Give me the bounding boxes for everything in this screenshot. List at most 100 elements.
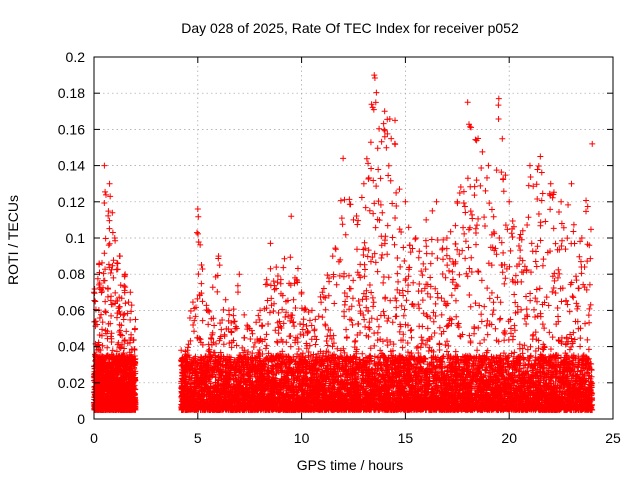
data-point [322, 321, 329, 328]
data-point [241, 334, 248, 341]
data-point [109, 262, 116, 269]
data-point [230, 312, 237, 319]
data-point [318, 299, 325, 306]
data-point [267, 282, 274, 289]
data-point [190, 321, 197, 328]
data-point [290, 296, 297, 303]
data-point [96, 315, 103, 322]
data-point [191, 317, 198, 324]
data-point [99, 319, 106, 326]
data-point [120, 316, 127, 323]
data-point [106, 240, 113, 247]
data-point [274, 339, 281, 346]
data-point [287, 333, 294, 340]
data-point [263, 331, 270, 338]
data-point [195, 213, 202, 220]
data-point [247, 335, 254, 342]
data-point [306, 317, 313, 324]
data-point [92, 323, 99, 330]
data-point [303, 322, 310, 329]
data-point [95, 339, 102, 346]
data-point [300, 316, 307, 323]
data-point [234, 282, 241, 289]
data-point [108, 312, 115, 319]
data-point [102, 298, 109, 305]
data-point [205, 321, 212, 328]
data-point [91, 290, 98, 297]
data-point [92, 353, 99, 360]
data-point [311, 333, 318, 340]
data-point [122, 300, 129, 307]
data-point [291, 323, 298, 330]
data-point [102, 188, 109, 195]
data-point [256, 346, 263, 353]
data-point [114, 259, 121, 266]
data-point [92, 298, 99, 305]
data-point [322, 306, 329, 313]
data-point [132, 325, 139, 332]
data-point [315, 313, 322, 320]
data-point [107, 193, 114, 200]
data-point [222, 296, 229, 303]
data-point [99, 326, 106, 333]
data-point [191, 328, 198, 335]
data-point [102, 235, 109, 242]
data-point [110, 257, 117, 264]
data-point [195, 239, 202, 246]
data-point [103, 191, 110, 198]
data-point [108, 338, 115, 345]
data-point [280, 264, 287, 271]
data-point [197, 336, 204, 343]
data-point [230, 306, 237, 313]
data-point [282, 313, 289, 320]
data-point [125, 299, 132, 306]
data-point [104, 285, 111, 292]
data-point [195, 230, 202, 237]
data-point [101, 250, 108, 257]
data-point [220, 306, 227, 313]
data-point [263, 342, 270, 349]
data-point [117, 345, 124, 352]
data-point [195, 271, 202, 278]
data-point [214, 288, 221, 295]
data-point [199, 317, 206, 324]
data-point [128, 331, 135, 338]
data-point [209, 284, 216, 291]
data-point [109, 229, 116, 236]
data-point [187, 308, 194, 315]
data-point [255, 312, 262, 319]
data-points [91, 72, 596, 413]
data-point [289, 312, 296, 319]
data-point [274, 279, 281, 286]
data-point [305, 329, 312, 336]
data-point [263, 276, 270, 283]
data-point [211, 322, 218, 329]
data-point [112, 289, 119, 296]
data-point [266, 309, 273, 316]
data-point [294, 265, 301, 272]
data-point [199, 266, 206, 273]
data-point [249, 330, 256, 337]
data-point [319, 314, 326, 321]
data-point [194, 229, 201, 236]
data-point [107, 269, 114, 276]
data-point [270, 278, 277, 285]
data-point [241, 311, 248, 318]
data-point [313, 336, 320, 343]
data-point [101, 200, 108, 207]
data-point [128, 302, 135, 309]
data-point [123, 328, 130, 335]
data-point [106, 217, 113, 224]
data-point [250, 343, 257, 350]
data-point [127, 316, 134, 323]
data-point [114, 266, 121, 273]
data-point [106, 225, 113, 232]
data-point [102, 308, 109, 315]
data-point [121, 337, 128, 344]
data-point [198, 261, 205, 268]
data-point [189, 299, 196, 306]
data-point [279, 306, 286, 313]
data-point [234, 289, 241, 296]
data-point [274, 273, 281, 280]
